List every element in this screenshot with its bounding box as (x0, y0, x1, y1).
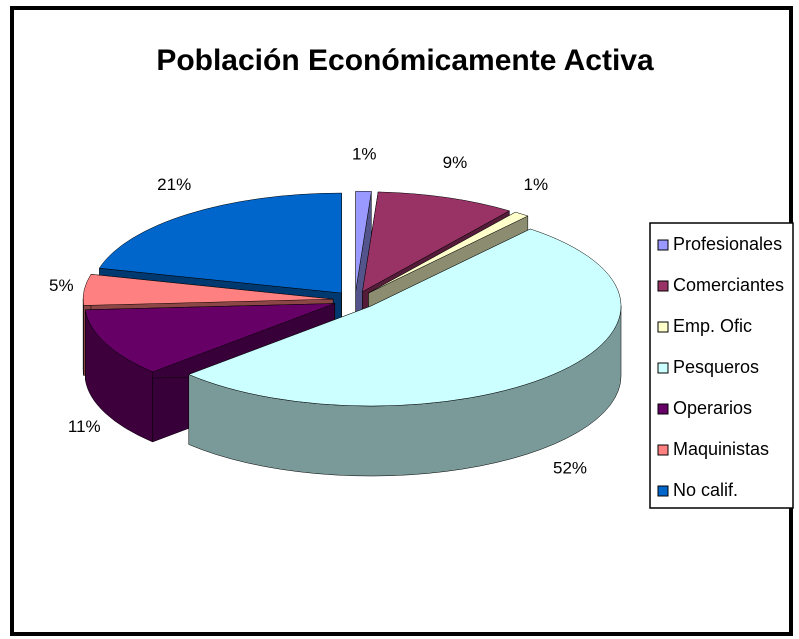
slice-top (85, 303, 335, 373)
data-label: 9% (443, 153, 468, 172)
legend-label: Operarios (673, 398, 752, 418)
data-label: 1% (524, 175, 549, 194)
slice-top (82, 274, 334, 306)
data-label: 1% (352, 145, 377, 164)
legend-swatch (657, 444, 669, 456)
slice-top (98, 192, 342, 294)
data-label: 11% (68, 417, 101, 436)
slice-top (362, 191, 511, 293)
slice-top (188, 228, 622, 407)
data-label: 21% (157, 175, 191, 194)
slice (188, 228, 622, 477)
legend-label: Maquinistas (673, 439, 769, 459)
legend-swatch (657, 362, 669, 374)
legend-swatch (657, 485, 669, 497)
legend-box (649, 222, 794, 509)
legend-swatch (657, 280, 669, 292)
slice-top (355, 190, 372, 292)
data-label: 5% (49, 276, 74, 295)
legend: Profesionales Comerciantes Emp. Ofic Pesque… (649, 222, 794, 509)
pie: 1% 9% 1% 52% 11% 5% 21% (49, 145, 622, 478)
legend-label: No calif. (673, 480, 738, 500)
legend-label: Pesqueros (673, 357, 759, 377)
data-label: 52% (553, 459, 587, 478)
chart-title: Población Económicamente Activa (156, 44, 654, 77)
legend-label: Profesionales (673, 234, 782, 254)
legend-swatch (657, 403, 669, 415)
legend-label: Comerciantes (673, 275, 784, 295)
legend-label: Emp. Ofic (673, 316, 752, 336)
legend-swatch (657, 321, 669, 333)
legend-swatch (657, 239, 669, 251)
slice-top (368, 211, 529, 294)
